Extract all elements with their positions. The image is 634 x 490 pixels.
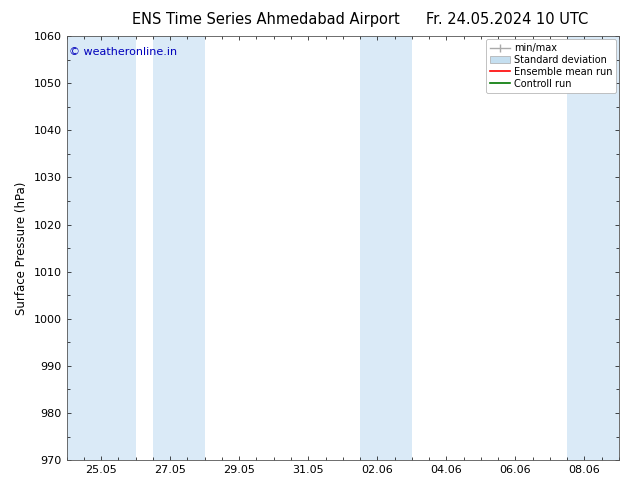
Bar: [360, 36, 412, 460]
Text: © weatheronline.in: © weatheronline.in: [69, 47, 178, 57]
Bar: [153, 36, 205, 460]
Text: Fr. 24.05.2024 10 UTC: Fr. 24.05.2024 10 UTC: [426, 12, 588, 27]
Y-axis label: Surface Pressure (hPa): Surface Pressure (hPa): [15, 181, 28, 315]
Bar: [567, 36, 619, 460]
Bar: [67, 36, 136, 460]
Text: ENS Time Series Ahmedabad Airport: ENS Time Series Ahmedabad Airport: [133, 12, 400, 27]
Legend: min/max, Standard deviation, Ensemble mean run, Controll run: min/max, Standard deviation, Ensemble me…: [486, 39, 616, 93]
